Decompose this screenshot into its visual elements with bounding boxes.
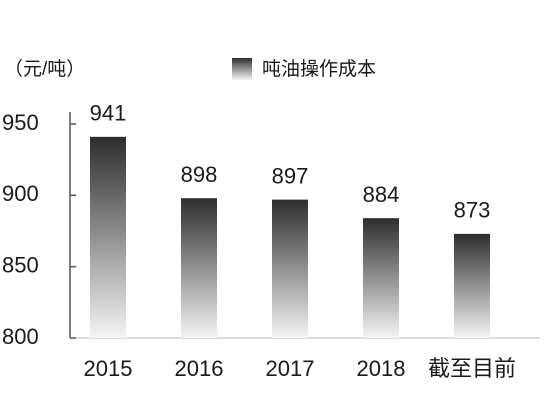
y-tick-label: 850 [2, 252, 39, 277]
y-tick-label: 800 [2, 324, 39, 349]
y-tick-label: 950 [2, 110, 39, 135]
data-label: 897 [272, 163, 309, 188]
y-tick-label: 900 [2, 181, 39, 206]
bar [363, 218, 399, 338]
data-label: 873 [454, 198, 491, 223]
legend-label: 吨油操作成本 [262, 58, 376, 80]
x-tick-label: 2015 [84, 356, 133, 381]
bar [272, 199, 308, 338]
x-tick-label: 2018 [357, 356, 406, 381]
x-tick-label: 2017 [266, 356, 315, 381]
data-label: 941 [90, 101, 127, 126]
bar [181, 198, 217, 338]
bar [454, 233, 490, 338]
x-tick-label: 2016 [175, 356, 224, 381]
bar [90, 136, 126, 338]
legend-swatch [232, 58, 252, 80]
data-label: 898 [181, 162, 218, 187]
x-tick-label: 截至目前 [428, 356, 516, 381]
unit-label: （元/吨） [4, 58, 85, 80]
data-label: 884 [363, 182, 400, 207]
